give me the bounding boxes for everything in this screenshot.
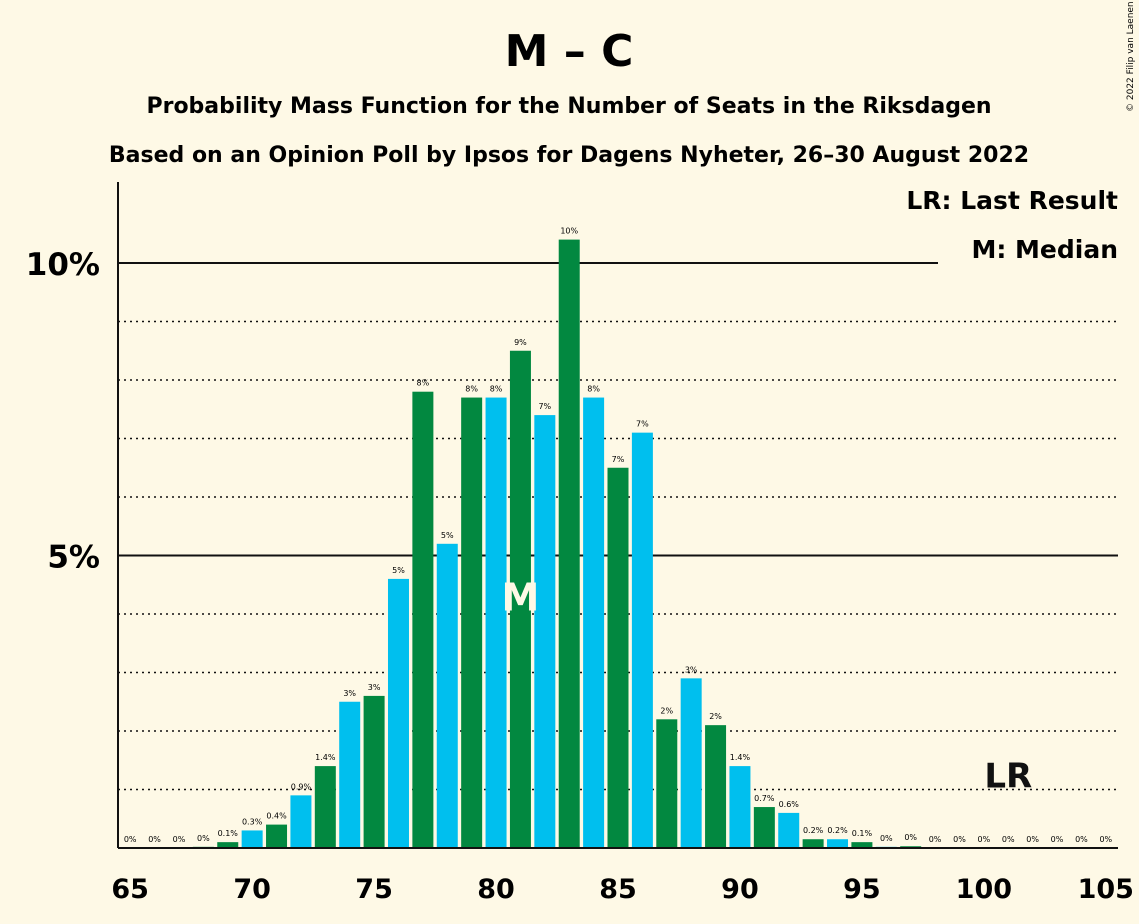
bar-label-89: 2% (709, 712, 722, 721)
x-tick-label: 80 (477, 874, 515, 905)
bar-label-77: 8% (417, 379, 430, 388)
bar-label-101: 0% (1002, 835, 1015, 844)
axes (117, 182, 1118, 849)
bars (192, 239, 922, 849)
chart-subtitle-2: Based on an Opinion Poll by Ipsos for Da… (109, 143, 1029, 168)
bar-label-94: 0.2% (827, 826, 848, 835)
chart-subtitle-1: Probability Mass Function for the Number… (146, 94, 991, 119)
bar-75 (363, 695, 385, 848)
bar-80 (485, 397, 507, 848)
bar-94 (827, 839, 849, 848)
legend-median: M: Median (971, 235, 1118, 264)
bar-label-88: 3% (685, 665, 698, 674)
bar-85 (607, 467, 629, 848)
bar-71 (266, 824, 288, 848)
x-tick-label: 70 (233, 874, 271, 905)
bar-86 (631, 432, 653, 848)
x-tick-labels: 65 70 75 80 85 90 95 100 105 (111, 874, 1134, 905)
x-tick-label: 100 (956, 874, 1012, 905)
bar-label-78: 5% (441, 531, 454, 540)
legend-last-result: LR: Last Result (906, 186, 1118, 215)
chart-title: M – C (505, 26, 634, 77)
y-tick-labels: 5% 10% (26, 247, 100, 576)
bar-label-73: 1.4% (315, 753, 336, 762)
bar-90 (729, 766, 751, 848)
last-result-marker: LR (984, 757, 1032, 797)
bar-label-79: 8% (465, 385, 478, 394)
bar-label-65: 0% (124, 835, 137, 844)
bar-label-91: 0.7% (754, 794, 775, 803)
bar-label-86: 7% (636, 420, 649, 429)
bar-label-95: 0.1% (852, 829, 873, 838)
bar-label-75: 3% (368, 683, 381, 692)
bar-label-98: 0% (929, 835, 942, 844)
bar-label-103: 0% (1051, 835, 1064, 844)
bar-label-100: 0% (978, 835, 991, 844)
bar-79 (461, 397, 483, 848)
bar-83 (558, 239, 580, 849)
bar-label-104: 0% (1075, 835, 1088, 844)
bar-label-67: 0% (173, 835, 186, 844)
bar-label-82: 7% (538, 402, 551, 411)
bar-78 (436, 543, 458, 848)
bar-label-76: 5% (392, 566, 405, 575)
bar-76 (387, 578, 409, 848)
bar-91 (753, 807, 775, 848)
median-marker: M (502, 575, 540, 619)
bar-89 (705, 725, 727, 848)
y-tick-label: 10% (26, 247, 100, 283)
x-tick-label: 75 (355, 874, 393, 905)
bar-77 (412, 391, 434, 848)
bar-label-74: 3% (343, 689, 356, 698)
bar-label-84: 8% (587, 385, 600, 394)
bar-labels: 0% 0% 0% 0%0.1%0.3%0.4%0.9%1.4%3%3%5%8%5%8%… (124, 227, 1113, 844)
bar-95 (851, 842, 873, 848)
bar-label-68: 0% (197, 834, 210, 843)
bar-92 (778, 812, 800, 848)
bar-label-69: 0.1% (218, 829, 239, 838)
x-tick-label: 105 (1078, 874, 1134, 905)
bar-label-105: 0% (1099, 835, 1112, 844)
bar-label-66: 0% (148, 835, 161, 844)
bar-label-81: 9% (514, 338, 527, 347)
bar-label-70: 0.3% (242, 817, 263, 826)
bar-label-97: 0% (904, 833, 917, 842)
bar-74 (339, 701, 361, 848)
bar-label-93: 0.2% (803, 826, 824, 835)
bar-84 (583, 397, 605, 848)
copyright-notice: © 2022 Filip van Laenen (1126, 1, 1136, 112)
x-tick-label: 90 (721, 874, 759, 905)
bar-label-87: 2% (660, 706, 673, 715)
x-tick-label: 65 (111, 874, 149, 905)
bar-82 (534, 415, 556, 848)
x-tick-label: 85 (599, 874, 637, 905)
bar-88 (680, 678, 702, 848)
bar-label-92: 0.6% (779, 800, 800, 809)
bar-70 (241, 830, 263, 848)
legend-background (938, 182, 1128, 272)
bar-label-71: 0.4% (266, 812, 287, 821)
bar-label-80: 8% (490, 385, 503, 394)
bar-label-72: 0.9% (291, 782, 312, 791)
bar-93 (802, 839, 824, 848)
bar-label-96: 0% (880, 834, 893, 843)
bar-69 (217, 842, 239, 848)
y-tick-label: 5% (47, 540, 100, 576)
bar-label-83: 10% (560, 227, 578, 236)
bar-72 (290, 795, 312, 848)
bar-81 (509, 350, 531, 848)
bar-87 (656, 719, 678, 848)
bar-73 (314, 766, 336, 848)
bar-label-90: 1.4% (730, 753, 751, 762)
bar-label-99: 0% (953, 835, 966, 844)
x-tick-label: 95 (843, 874, 881, 905)
bar-label-102: 0% (1026, 835, 1039, 844)
bar-label-85: 7% (612, 455, 625, 464)
